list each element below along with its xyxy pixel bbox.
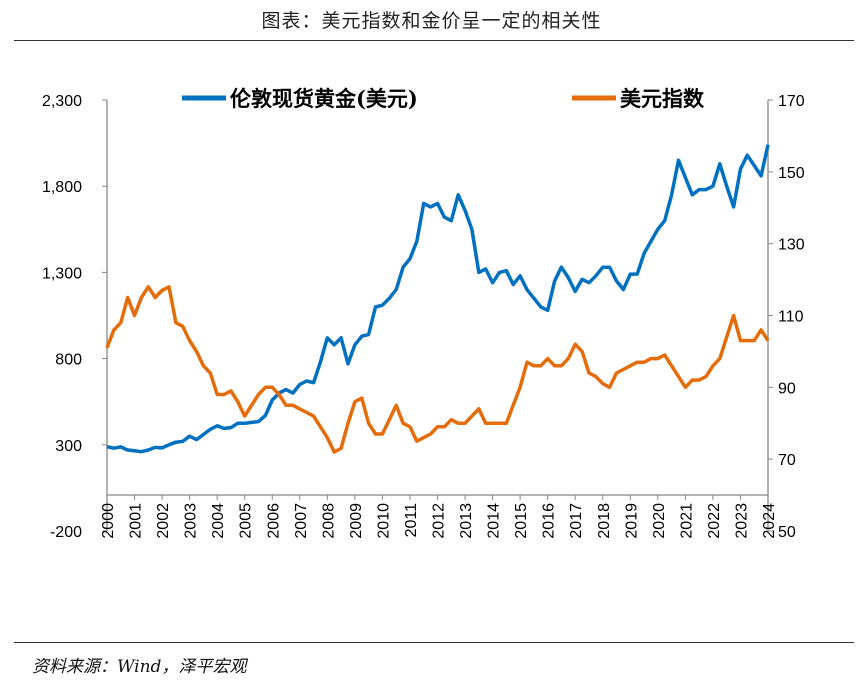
- right-tick-label: 50: [778, 524, 796, 541]
- x-tick-label: 2002: [155, 503, 172, 539]
- x-tick-label: 2012: [431, 503, 448, 539]
- title-divider: [14, 40, 854, 41]
- left-tick-label: -200: [50, 524, 82, 541]
- right-tick-label: 70: [778, 452, 796, 469]
- source-divider: [14, 642, 854, 643]
- legend-label-gold: 伦敦现货黄金(美元): [230, 86, 418, 111]
- right-tick-label: 170: [778, 93, 805, 110]
- right-tick-label: 110: [778, 309, 804, 326]
- x-tick-label: 2010: [375, 503, 392, 539]
- x-tick-label: 2008: [320, 503, 337, 539]
- x-tick-label: 2011: [403, 503, 420, 538]
- x-tick-label: 2006: [265, 503, 282, 539]
- x-tick-label: 2018: [596, 503, 613, 539]
- x-tick-label: 2015: [513, 503, 530, 539]
- x-tick-label: 2021: [678, 503, 695, 539]
- x-tick-label: 2009: [348, 503, 365, 539]
- source-note: 资料来源：Wind，泽平宏观: [32, 657, 247, 677]
- x-tick-label: 2014: [486, 503, 503, 539]
- x-tick-label: 2019: [623, 503, 640, 539]
- x-tick-label: 2000: [100, 503, 117, 539]
- chart-title: 图表：美元指数和金价呈一定的相关性: [261, 10, 602, 32]
- left-tick-label: 1,800: [42, 179, 82, 196]
- x-tick-label: 2003: [183, 503, 200, 539]
- x-tick-label: 2023: [733, 503, 750, 539]
- left-tick-label: 1,300: [42, 265, 82, 282]
- dollar-index-line: [105, 285, 770, 454]
- right-tick-label: 90: [778, 380, 796, 397]
- x-tick-label: 2001: [128, 503, 145, 539]
- x-tick-label: 2020: [651, 503, 668, 539]
- left-tick-label: 800: [55, 352, 82, 369]
- left-tick-label: 300: [55, 438, 82, 455]
- legend-label-dxy: 美元指数: [620, 86, 705, 111]
- x-tick-label: 2024: [761, 503, 778, 539]
- left-tick-label: 2,300: [42, 93, 82, 110]
- x-tick-label: 2007: [293, 503, 310, 539]
- x-tick-label: 2005: [238, 503, 255, 539]
- x-tick-label: 2022: [706, 503, 723, 539]
- right-tick-label: 150: [778, 165, 805, 182]
- x-tick-label: 2017: [568, 503, 585, 539]
- right-tick-label: 130: [778, 237, 805, 254]
- x-tick-label: 2013: [458, 503, 475, 539]
- x-tick-label: 2004: [210, 503, 227, 539]
- gold-price-line: [106, 144, 770, 454]
- x-tick-label: 2016: [541, 503, 558, 539]
